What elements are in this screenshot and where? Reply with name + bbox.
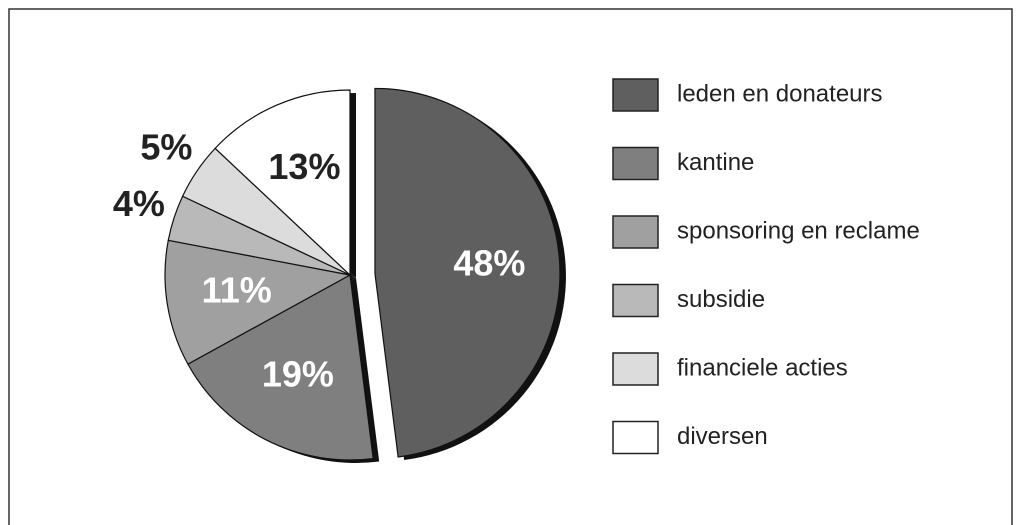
legend-label: diversen [677,423,768,450]
data-label: 13% [268,146,340,187]
legend-label: leden en donateurs [677,80,883,107]
legend-label: subsidie [677,286,765,313]
pie-slice [214,89,351,277]
pie-slice [187,274,374,461]
legend-swatch [612,215,659,249]
pie-slice [374,87,561,458]
data-label: 4% [113,183,165,224]
data-label: 11% [202,269,272,310]
legend-swatch [612,146,659,181]
legend-label: kantine [677,149,754,176]
pie-slice [164,239,352,365]
legend-swatch [612,352,659,386]
legend-label: financiele acties [677,354,848,381]
frame [8,8,1013,525]
data-label: 5% [140,127,192,168]
data-label: 19% [262,354,334,395]
legend-label: sponsoring en reclame [677,217,920,244]
legend-swatch [612,78,659,112]
data-label: 48% [453,243,525,284]
legend-swatch [612,283,659,318]
legend-swatch [612,420,659,455]
